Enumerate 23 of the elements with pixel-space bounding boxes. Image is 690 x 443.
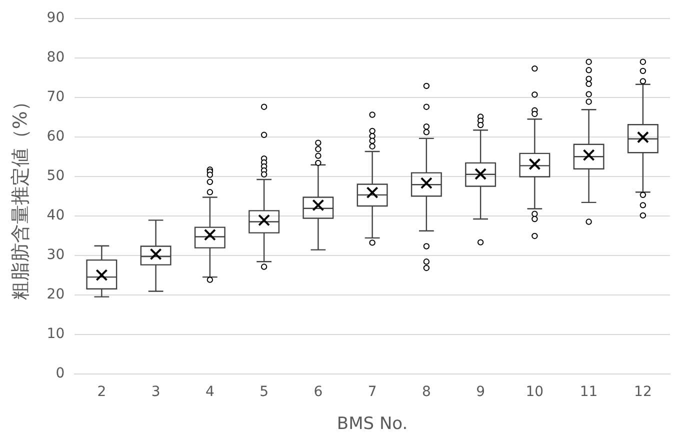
x-tick-label: 9 [476,384,486,400]
x-tick-label: 3 [151,384,160,400]
y-tick-label: 30 [46,246,65,263]
y-tick-label: 90 [46,10,65,26]
x-tick-label: 11 [580,384,598,400]
y-tick-label: 0 [56,365,65,382]
y-tick-label: 50 [46,168,65,184]
y-tick-label: 40 [46,207,65,224]
y-tick-label: 20 [46,286,65,302]
x-tick-label: 10 [526,384,544,400]
x-tick-label: 5 [260,384,269,400]
y-tick-label: 60 [46,128,65,145]
x-tick-label: 12 [634,384,652,400]
x-tick-label: 7 [368,384,377,400]
y-axis-title: 粗脂肪含量推定値（%） [9,92,32,300]
y-tick-label: 80 [46,50,65,66]
x-tick-label: 4 [205,384,214,400]
x-axis-title: BMS No. [336,414,408,434]
y-tick-label: 70 [46,89,65,106]
x-tick-label: 6 [314,384,323,400]
x-tick-label: 2 [97,384,106,400]
y-tick-label: 10 [46,326,65,342]
x-tick-label: 8 [422,384,431,400]
